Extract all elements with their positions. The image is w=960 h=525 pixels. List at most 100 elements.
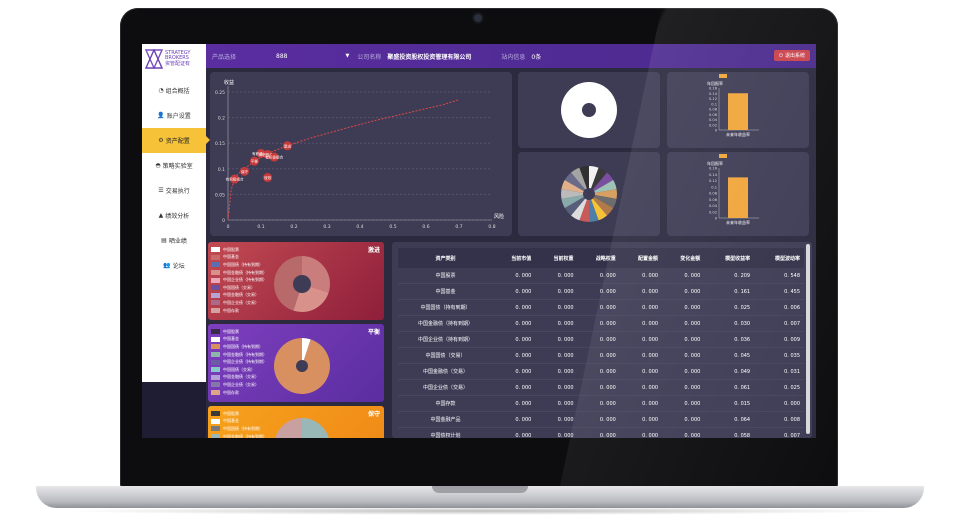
portfolio-card-aggressive[interactable]: 激进 中国股票 中国基金 中国国债（持有到期） 中国金融债（持有到期） 中国企业债（持有… (208, 242, 384, 320)
detail-pie-slice[interactable] (589, 167, 607, 194)
legend-item[interactable]: 中国基金 (211, 254, 267, 262)
table-row[interactable]: 中国企业债（交易） 0. 000 0. 000 0. 000 0. 000 0. 000 0… (398, 379, 804, 396)
legend-item[interactable]: 中国企业债（交易） (211, 381, 267, 389)
portfolio-pie-slice[interactable] (274, 418, 302, 438)
portfolio-pie-slice[interactable] (274, 256, 302, 311)
table-row[interactable]: 中国国债（交易） 0. 000 0. 000 0. 000 0. 000 0. 000 0.… (398, 347, 804, 364)
sidebar-item-0[interactable]: ◔ 组合概括 (142, 78, 206, 103)
column-header[interactable]: 当前权重 (535, 248, 578, 268)
table-row[interactable]: 中国金融产品 0. 000 0. 000 0. 000 0. 000 0. 000 0. 0… (398, 411, 804, 428)
efficient-frontier-chart[interactable]: 0 0.05 0.1 0.15 0.2 0.25 0 0.1 0.2 0.3 0.4 0.5 0.6 0.… (210, 72, 512, 236)
legend-item[interactable]: 中国国债（持有到期） (211, 343, 267, 351)
allocation-pie-chart[interactable] (518, 72, 660, 148)
column-header[interactable]: 模型收益率 (704, 248, 755, 268)
legend-item[interactable]: 中国存款 (211, 307, 267, 315)
sidebar-item-1[interactable]: 👤 账户设置 (142, 103, 206, 128)
column-header[interactable]: 配置金额 (619, 248, 663, 268)
legend-item[interactable]: 中国企业债（持有到期） (211, 358, 267, 366)
return-bar-chart-1[interactable]: 年回报率 0 0.020.040.060.08 0.10.120.140.16 未来年收… (667, 72, 809, 148)
detail-pie-slice[interactable] (589, 194, 617, 208)
detail-pie-slice[interactable] (579, 194, 589, 222)
sidebar-item-3[interactable]: ◓ 策略实验室 (142, 153, 206, 178)
frontier-point[interactable] (256, 148, 266, 158)
portfolio-card-balanced[interactable]: 平衡 中国股票 中国基金 中国国债（持有到期） 中国金融债（持有到期） 中国企业债（持有… (208, 324, 384, 402)
frontier-point[interactable] (269, 152, 279, 162)
table-row[interactable]: 中国企业债（持有到期） 0. 000 0. 000 0. 000 0. 000 0. 00… (398, 331, 804, 348)
detail-pie-slice[interactable] (561, 194, 589, 208)
product-select[interactable]: 888 (276, 52, 288, 60)
detail-pie-slice[interactable] (564, 194, 589, 216)
legend-item[interactable]: 中国金融债（持有到期） (211, 433, 267, 438)
message-count[interactable]: 0条 (531, 53, 542, 61)
user-icon: 👤 (157, 112, 165, 119)
portfolio-pie-slice[interactable] (302, 418, 330, 438)
sidebar-item-5[interactable]: ▲ 绩效分析 (142, 203, 206, 228)
legend-item[interactable]: 中国股票 (211, 246, 267, 254)
legend-item[interactable]: 中国国债（交易） (211, 366, 267, 374)
table-scrollbar[interactable] (806, 244, 810, 434)
detail-pie-slice[interactable] (571, 194, 589, 221)
legend-item[interactable]: 中国金融债（交易） (211, 374, 267, 382)
detail-pie-slice[interactable] (589, 166, 599, 194)
chevron-down-icon[interactable]: ▼ (345, 53, 350, 59)
portfolio-card-conservative[interactable]: 保守 中国股票 中国基金 中国国债（持有到期） 中国金融债（持有到期） (208, 406, 384, 438)
table-row[interactable]: 中国债权计划 0. 000 0. 000 0. 000 0. 000 0. 000 0. 0… (398, 427, 804, 438)
legend-item[interactable]: 中国基金 (211, 418, 267, 426)
detail-pie-slice[interactable] (564, 172, 589, 194)
value-cell: 0. 000 (662, 427, 705, 438)
detail-pie-slice[interactable] (579, 166, 589, 194)
legend-item[interactable]: 中国金融债（持有到期） (211, 269, 267, 277)
detail-pie-slice[interactable] (589, 194, 614, 216)
frontier-point[interactable] (240, 166, 249, 176)
detail-pie-slice[interactable] (571, 167, 589, 194)
column-header[interactable]: 当前市值 (493, 248, 536, 268)
legend-item[interactable]: 中国股票 (211, 410, 267, 418)
column-header[interactable]: 战略权重 (577, 248, 620, 268)
legend-item[interactable]: 中国金融债（持有到期） (211, 351, 267, 359)
return-bar-chart-2[interactable]: 年回报率 0 0.02 0.04 0.06 0.08 0.1 0.12 0.14 0.16 未来年收… (667, 152, 809, 236)
detail-pie-slice[interactable] (589, 194, 599, 222)
frontier-point[interactable] (282, 141, 292, 151)
frontier-point[interactable] (230, 174, 240, 184)
legend-item[interactable]: 中国国债（持有到期） (211, 261, 267, 269)
allocation-pie-hole (582, 103, 596, 117)
frontier-point[interactable] (263, 173, 273, 183)
table-row[interactable]: 中国金融债（交易） 0. 000 0. 000 0. 000 0. 000 0. 000 0… (398, 363, 804, 380)
detail-pie-slice[interactable] (589, 194, 607, 221)
legend-item[interactable]: 中国企业债（持有到期） (211, 276, 267, 284)
detail-pie-chart[interactable] (518, 152, 660, 236)
table-row[interactable]: 中国金融债（持有到期） 0. 000 0. 000 0. 000 0. 000 0. 00… (398, 315, 804, 332)
legend-item[interactable]: 中国金融债（交易） (211, 292, 267, 300)
table-row[interactable]: 中国国债（持有到期） 0. 000 0. 000 0. 000 0. 000 0. 000… (398, 299, 804, 316)
column-header[interactable]: 变化金额 (662, 248, 705, 268)
detail-pie-slice[interactable] (589, 189, 617, 199)
detail-pie-slice[interactable] (561, 189, 589, 199)
table-row[interactable]: 中国存款 0. 000 0. 000 0. 000 0. 000 0. 000 0. 015… (398, 395, 804, 412)
frontier-point[interactable] (249, 156, 259, 166)
table-body: 中国股票 0. 000 0. 000 0. 000 0. 000 0. 000 0. 209… (398, 268, 804, 438)
portfolio-legend: 中国股票 中国基金 中国国债（持有到期） 中国金融债（持有到期） (211, 410, 267, 438)
detail-pie-slice[interactable] (561, 180, 589, 194)
detail-pie-slice[interactable] (589, 180, 617, 194)
legend-item[interactable]: 中国国债（交易） (211, 284, 267, 292)
sidebar-item-4[interactable]: ☰ 交易执行 (142, 178, 206, 203)
logout-button[interactable]: ⏻ 退出系统 (774, 50, 810, 61)
detail-pie-slice[interactable] (589, 172, 614, 194)
legend-item[interactable]: 中国存款 (211, 389, 267, 397)
legend-item[interactable]: 中国企业债（交易） (211, 299, 267, 307)
table-row[interactable]: 中国股票 0. 000 0. 000 0. 000 0. 000 0. 000 0. 209… (398, 268, 804, 284)
legend-item[interactable]: 中国国债（持有到期） (211, 425, 267, 433)
sidebar-item-7[interactable]: 👥 论坛 (142, 253, 206, 278)
message-label: 站内信息 (501, 53, 526, 61)
sidebar-item-2[interactable]: ⚙ 资产配置 (142, 128, 210, 153)
portfolio-pie-slice[interactable] (302, 338, 311, 366)
bar[interactable] (728, 177, 748, 218)
legend-item[interactable]: 中国股票 (211, 328, 267, 336)
column-header[interactable]: 模型波动率 (754, 248, 804, 268)
sidebar-item-6[interactable]: ▤ 晒业绩 (142, 228, 206, 253)
table-row[interactable]: 中国基金 0. 000 0. 000 0. 000 0. 000 0. 000 0. 161… (398, 283, 804, 300)
column-header[interactable]: 资产类别 (398, 248, 494, 268)
value-cell: 0. 031 (754, 363, 804, 380)
legend-item[interactable]: 中国基金 (211, 336, 267, 344)
bar[interactable] (728, 93, 748, 130)
